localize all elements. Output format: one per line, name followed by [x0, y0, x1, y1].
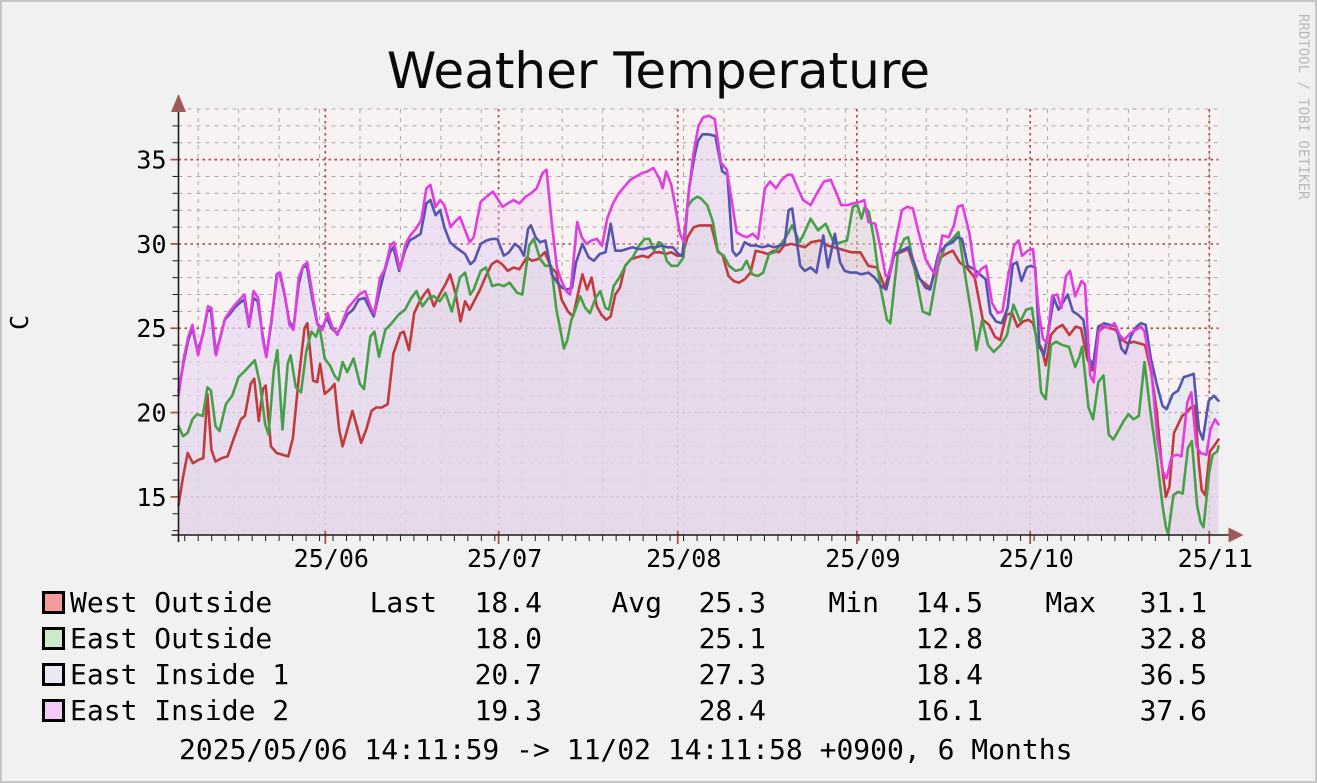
x-tick-label: 25/08 — [646, 544, 721, 573]
series-area-east-inside-2 — [178, 115, 1219, 535]
watermark-rrdtool: RRDTOOL / TOBI OETIKER — [1295, 14, 1311, 200]
legend-value-min: 14.5 — [915, 586, 983, 619]
x-tick-label: 25/06 — [294, 544, 369, 573]
legend-row-east-inside-1: East Inside 1 20.7 27.3 18.4 36.5 — [2, 658, 1315, 691]
legend-label: East Inside 2 — [70, 694, 290, 727]
x-tick-label: 25/09 — [825, 544, 900, 573]
legend-value-min: 12.8 — [915, 622, 983, 655]
legend-label: East Inside 1 — [70, 658, 290, 691]
legend-value-avg: 25.1 — [698, 622, 766, 655]
legend-row-east-outside: East Outside 18.0 25.1 12.8 32.8 — [2, 622, 1315, 655]
legend-col-min: Min — [828, 586, 879, 619]
legend-swatch-west-outside — [42, 591, 65, 614]
y-axis-arrow-icon — [171, 94, 186, 112]
legend-row-east-inside-2: East Inside 2 19.3 28.4 16.1 37.6 — [2, 694, 1315, 727]
legend-value-avg: 27.3 — [698, 658, 766, 691]
legend-swatch-east-inside-1 — [42, 663, 65, 686]
y-tick-label: 30 — [136, 230, 166, 259]
y-tick-label: 15 — [136, 483, 166, 512]
y-tick-label: 25 — [136, 314, 166, 343]
legend-value-last: 18.0 — [474, 622, 542, 655]
legend-swatch-east-outside — [42, 627, 65, 650]
series-area-east-inside-1 — [178, 134, 1219, 536]
legend-col-last: Last — [369, 586, 437, 619]
legend-value-min: 16.1 — [915, 694, 983, 727]
x-tick-label: 25/11 — [1178, 544, 1253, 573]
legend-value-avg: 25.3 — [698, 586, 766, 619]
legend-row-west-outside: West Outside Last 18.4 Avg 25.3 Min 14.5… — [2, 586, 1315, 619]
legend-label: East Outside — [70, 622, 273, 655]
x-tick-label: 25/10 — [999, 544, 1074, 573]
series-line-east-inside-2 — [177, 114, 1220, 480]
x-axis-arrow-icon — [1228, 527, 1244, 543]
footer-daterange: 2025/05/06 14:11:59 -> 11/02 14:11:58 +0… — [179, 733, 1073, 766]
legend-col-max: Max — [1045, 586, 1096, 619]
x-tick-label: 25/07 — [467, 544, 542, 573]
legend-value-avg: 28.4 — [698, 694, 766, 727]
legend-value-max: 31.1 — [1139, 586, 1207, 619]
y-tick-label: 35 — [136, 146, 166, 175]
legend-value-max: 36.5 — [1139, 658, 1207, 691]
series-line-west-outside — [177, 224, 1220, 507]
legend-value-last: 19.3 — [474, 694, 542, 727]
legend-value-last: 18.4 — [474, 586, 542, 619]
legend-swatch-east-inside-2 — [42, 699, 65, 722]
legend-col-avg: Avg — [611, 586, 662, 619]
legend-label: West Outside — [70, 586, 273, 619]
legend-value-last: 20.7 — [474, 658, 542, 691]
legend-value-max: 37.6 — [1139, 694, 1207, 727]
legend-value-max: 32.8 — [1139, 622, 1207, 655]
legend-value-min: 18.4 — [915, 658, 983, 691]
y-tick-label: 20 — [136, 399, 166, 428]
chart-title: Weather Temperature — [386, 42, 931, 100]
